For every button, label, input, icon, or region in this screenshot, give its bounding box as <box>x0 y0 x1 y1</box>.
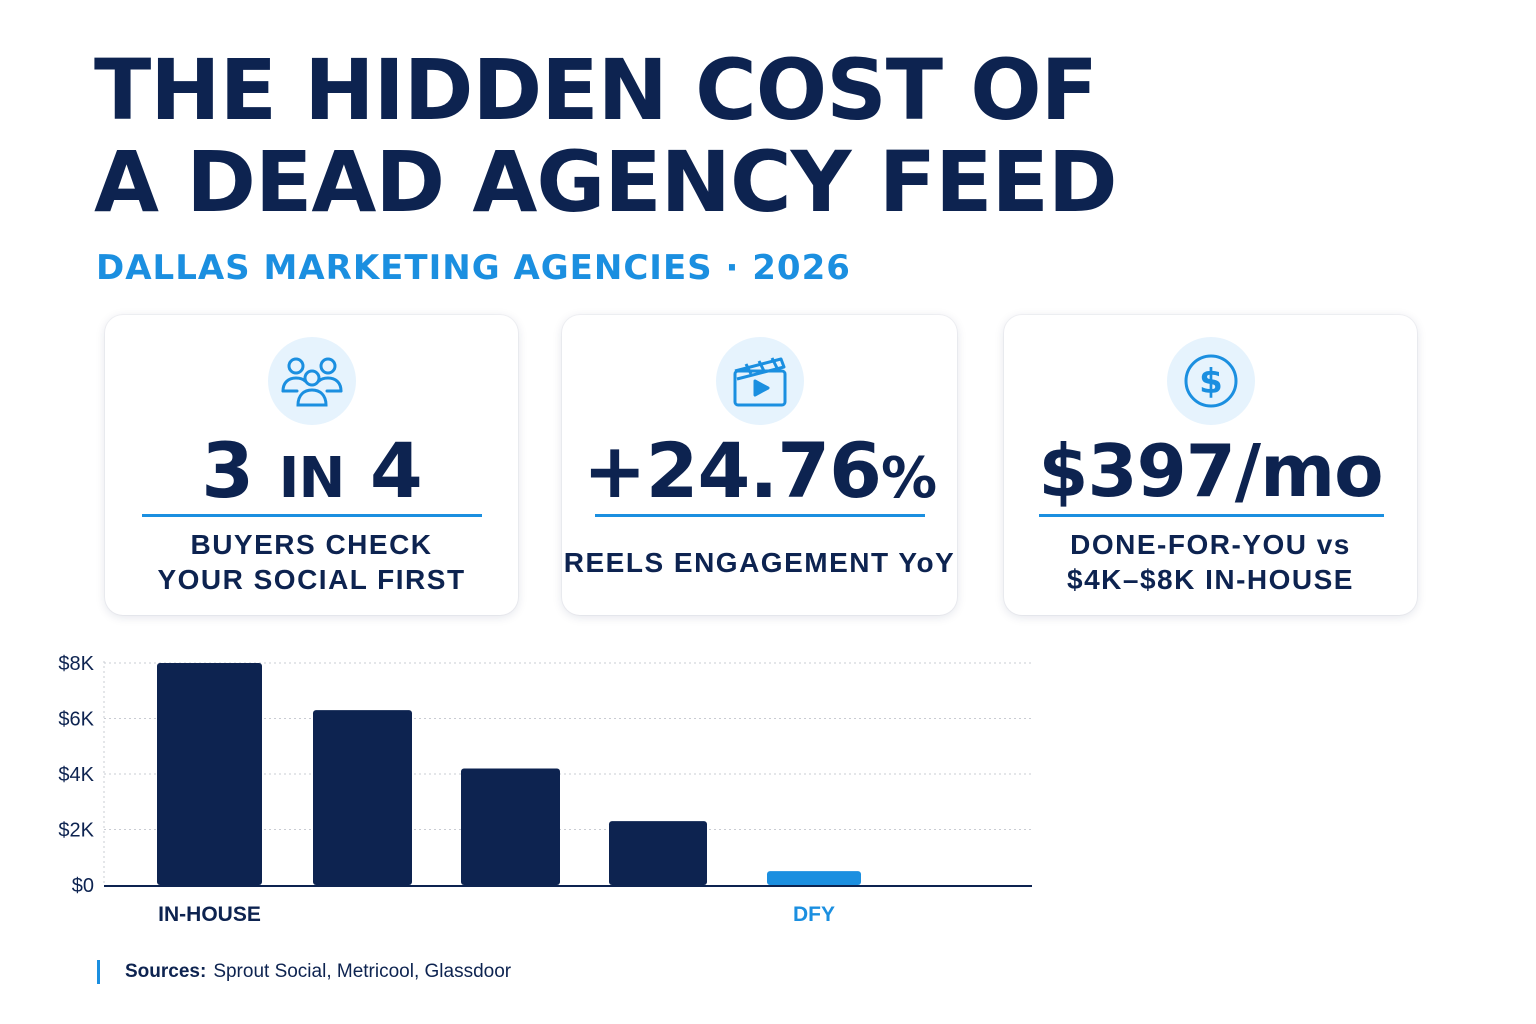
stat-label-reels: REELS ENGAGEMENT YoY <box>563 547 956 578</box>
stat-divider <box>595 514 925 517</box>
chart-bar <box>461 768 560 885</box>
chart-y-tick-label: $0 <box>72 875 94 897</box>
chart-y-tick-label: $2K <box>58 820 94 842</box>
stat-card-price: $ $397/mo DONE-FOR-YOU vs $4K–$8K IN-HOU… <box>1004 315 1417 615</box>
stat-card-reels: +24.76% REELS ENGAGEMENT YoY <box>562 315 957 615</box>
sources-label: Sources: <box>125 961 207 982</box>
chart-bar <box>609 821 707 885</box>
chart-bar <box>313 710 412 885</box>
stat-value-buyers: 3 IN 4 <box>201 426 422 515</box>
people-group-icon <box>267 337 356 425</box>
sources-accent-bar <box>97 960 100 984</box>
stat-value-reels: +24.76% <box>582 426 937 515</box>
chart-x-tick-label: DFY <box>793 903 835 926</box>
stat-divider <box>142 514 482 517</box>
page-title: THE HIDDEN COST OF A DEAD AGENCY FEED <box>94 41 1118 231</box>
video-clapperboard-icon <box>715 337 804 425</box>
stat-label-price: DONE-FOR-YOU vs $4K–$8K IN-HOUSE <box>1067 529 1354 595</box>
stat-divider <box>1039 514 1384 517</box>
page-subtitle: DALLAS MARKETING AGENCIES · 2026 <box>96 248 851 288</box>
chart-y-tick-label: $4K <box>58 764 94 786</box>
title-line-1: THE HIDDEN COST OF <box>94 41 1098 139</box>
title-line-2: A DEAD AGENCY FEED <box>94 133 1118 231</box>
chart-bar <box>157 663 262 885</box>
chart-bar <box>767 871 861 885</box>
cost-bar-chart: $0 $2K $4K $6K $8K IN-HOUSE DFY <box>58 653 1032 926</box>
stat-card-buyers: 3 IN 4 BUYERS CHECK YOUR SOCIAL FIRST <box>105 315 518 615</box>
svg-text:$: $ <box>1199 362 1223 402</box>
dollar-coin-icon: $ <box>1166 337 1255 425</box>
chart-y-tick-label: $6K <box>58 709 94 731</box>
stat-label-buyers: BUYERS CHECK YOUR SOCIAL FIRST <box>157 529 466 595</box>
sources-text: Sprout Social, Metricool, Glassdoor <box>213 961 512 982</box>
chart-y-tick-label: $8K <box>58 653 94 675</box>
chart-x-tick-label: IN-HOUSE <box>158 903 261 926</box>
sources-footer: Sources: Sprout Social, Metricool, Glass… <box>97 960 511 984</box>
stat-value-price: $397/mo <box>1038 429 1383 513</box>
